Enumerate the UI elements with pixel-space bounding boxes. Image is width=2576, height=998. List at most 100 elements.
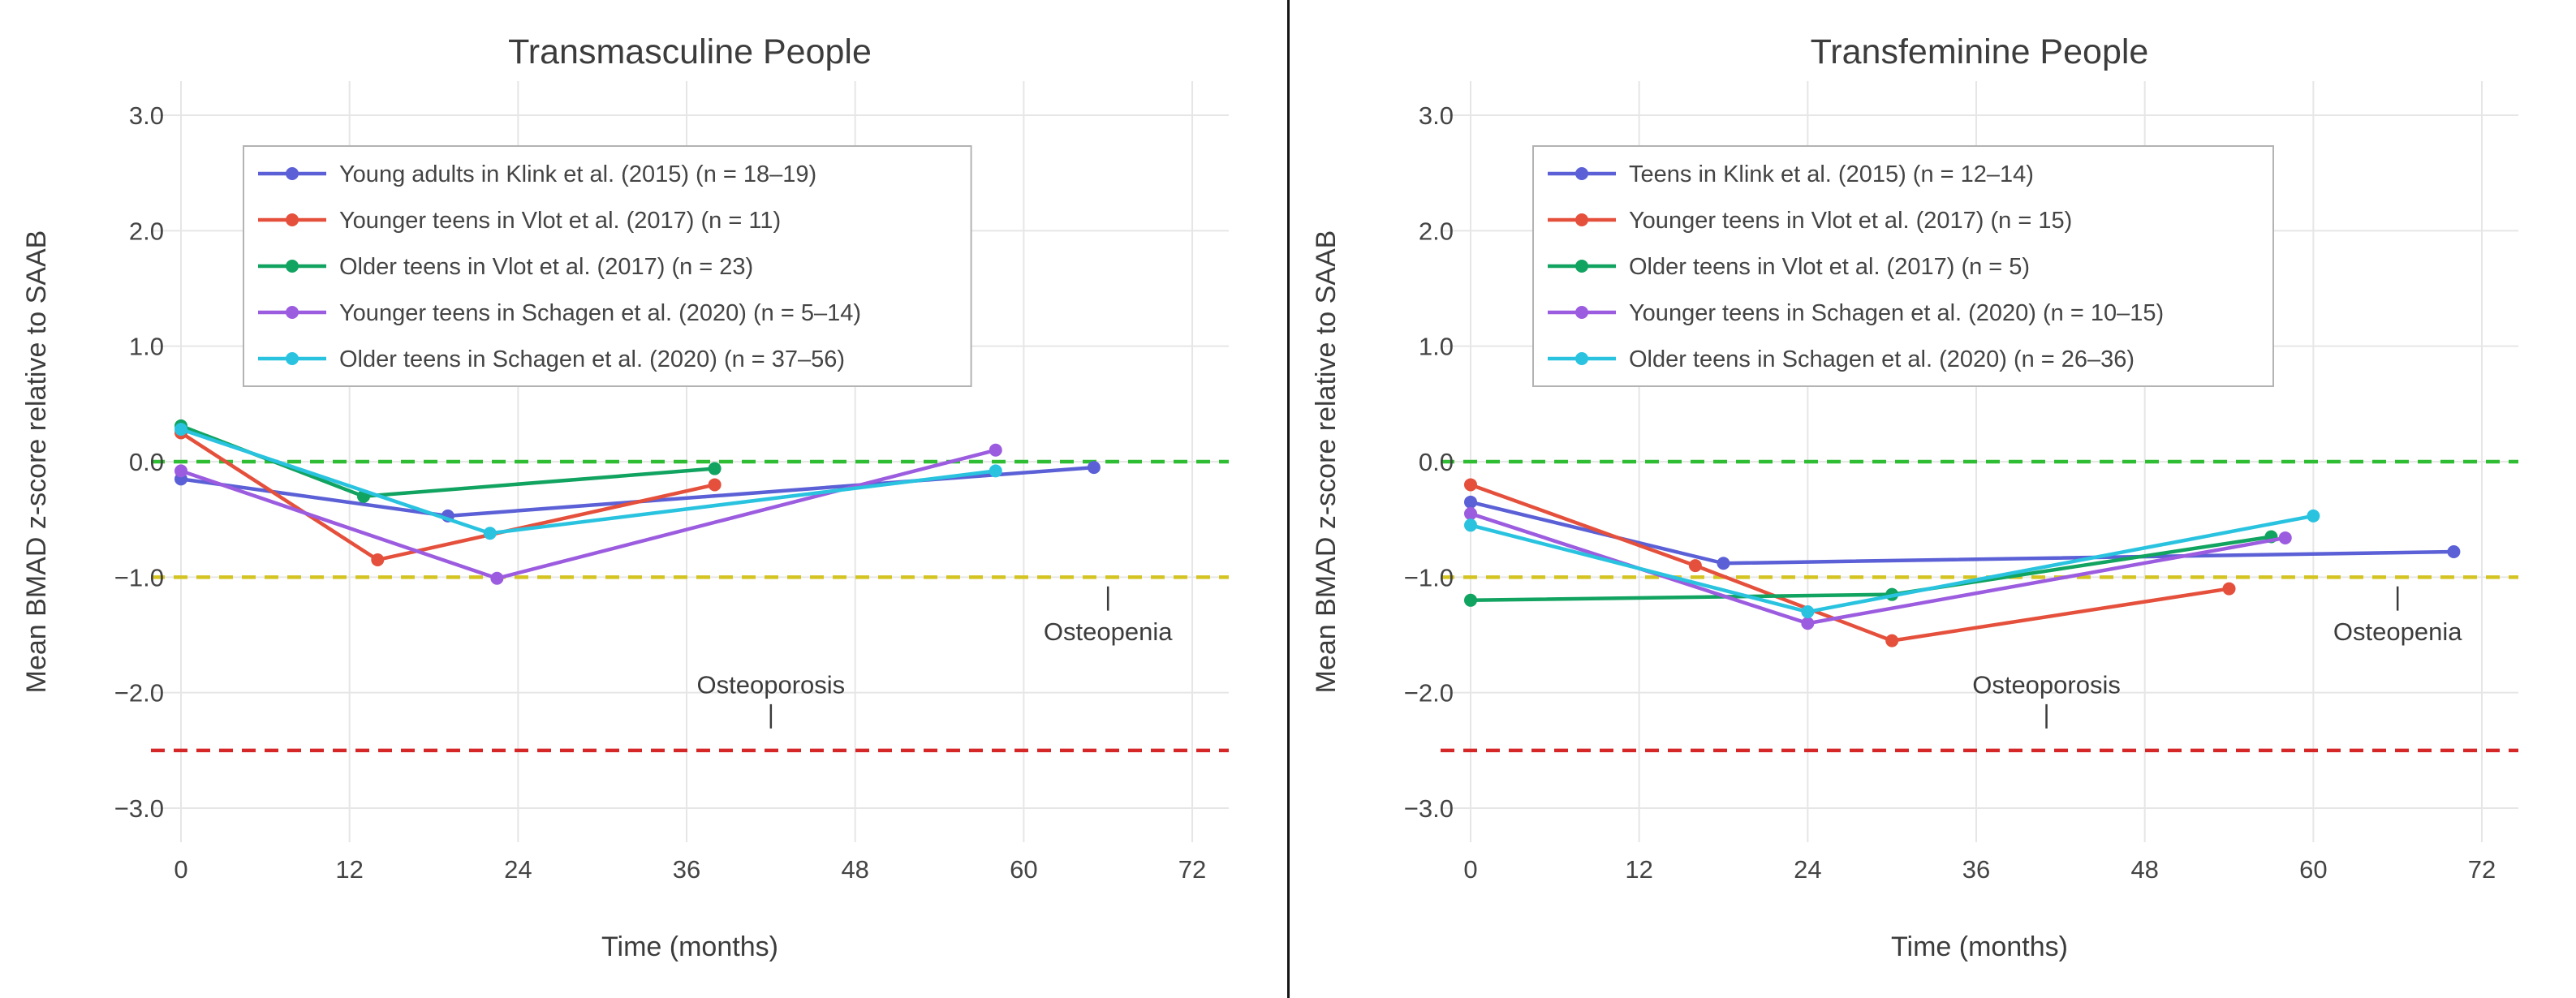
y-tick: −2.0 bbox=[1403, 679, 1453, 708]
legend-entry: Older teens in Vlot et al. (2017) (n = 5… bbox=[1547, 254, 2030, 280]
data-point-marker bbox=[490, 571, 504, 585]
legend-label: Young adults in Klink et al. (2015) (n =… bbox=[339, 161, 816, 187]
series-4 bbox=[1463, 509, 2320, 619]
y-tick: 1.0 bbox=[129, 333, 164, 361]
legend-sample-marker bbox=[1574, 352, 1588, 365]
legend-entry: Teens in Klink et al. (2015) (n = 12–14) bbox=[1547, 161, 2034, 187]
annotation-label: Osteopenia bbox=[1044, 617, 1173, 646]
series-1 bbox=[1463, 478, 2236, 647]
data-point-marker bbox=[174, 464, 187, 478]
legend-entry: Younger teens in Schagen et al. (2020) (… bbox=[1547, 300, 2164, 326]
x-axis-label: Time (months) bbox=[601, 931, 778, 962]
data-point-marker bbox=[1800, 617, 1814, 630]
x-tick: 60 bbox=[2299, 855, 2327, 884]
legend-sample-marker bbox=[1574, 260, 1588, 273]
x-tick: 24 bbox=[504, 855, 532, 884]
data-point-marker bbox=[2222, 582, 2236, 596]
transfeminine-chart: Osteoporosis Osteopenia Teens in Klink et … bbox=[1311, 32, 2518, 962]
y-tick: −3.0 bbox=[114, 794, 164, 823]
legend-sample-marker bbox=[286, 167, 299, 180]
legend-sample-marker bbox=[286, 260, 299, 273]
legend-label: Older teens in Vlot et al. (2017) (n = 5… bbox=[1629, 254, 2030, 280]
legend-sample-marker bbox=[1574, 306, 1588, 319]
annotation-label: Osteoporosis bbox=[697, 671, 846, 699]
legend-entry: Older teens in Schagen et al. (2020) (n … bbox=[1547, 346, 2134, 372]
x-tick: 12 bbox=[335, 855, 363, 884]
legend-label: Teens in Klink et al. (2015) (n = 12–14) bbox=[1629, 161, 2034, 187]
chart-title: Transmasculine People bbox=[508, 32, 872, 71]
y-tick: 3.0 bbox=[1418, 101, 1453, 130]
x-tick: 0 bbox=[174, 855, 187, 884]
legend-entry: Younger teens in Schagen et al. (2020) (… bbox=[258, 300, 861, 326]
reference-lines bbox=[151, 459, 1229, 753]
series-2 bbox=[1463, 530, 2277, 607]
x-tick: 48 bbox=[2130, 855, 2158, 884]
x-tick: 0 bbox=[1463, 855, 1477, 884]
annotation-osteopenia: Osteopenia bbox=[1044, 586, 1173, 646]
y-tick: 1.0 bbox=[1418, 333, 1453, 361]
data-point-marker bbox=[2278, 531, 2292, 544]
legend-label: Younger teens in Schagen et al. (2020) (… bbox=[339, 300, 861, 326]
annotation-label: Osteopenia bbox=[2333, 617, 2462, 646]
series-3 bbox=[1463, 507, 2292, 630]
annotation-osteoporosis: Osteoporosis bbox=[1972, 671, 2120, 729]
legend: Young adults in Klink et al. (2015) (n =… bbox=[243, 145, 972, 387]
x-tick: 36 bbox=[673, 855, 700, 884]
legend-label: Younger teens in Vlot et al. (2017) (n =… bbox=[1629, 208, 2072, 234]
series-line bbox=[1468, 500, 2456, 566]
data-point-marker bbox=[1717, 557, 1730, 570]
x-tick: 72 bbox=[2467, 855, 2495, 884]
y-tick-labels: 3.0 2.0 1.0 0.0 −1.0 −2.0 −3.0 bbox=[1403, 101, 1453, 823]
annotation-osteopenia: Osteopenia bbox=[2333, 586, 2462, 646]
y-axis-label: Mean BMAD z-score relative to SAAB bbox=[1311, 230, 1342, 694]
data-point-marker bbox=[1800, 605, 1814, 619]
x-tick: 24 bbox=[1794, 855, 1821, 884]
series-0 bbox=[1463, 495, 2460, 570]
data-point-marker bbox=[1087, 461, 1101, 475]
data-point-marker bbox=[1688, 559, 1702, 573]
y-tick: −1.0 bbox=[114, 563, 164, 591]
y-tick: 3.0 bbox=[129, 101, 164, 130]
y-tick: −3.0 bbox=[1403, 794, 1453, 823]
data-point-marker bbox=[1463, 495, 1477, 509]
data-point-marker bbox=[2306, 509, 2320, 523]
legend-label: Older teens in Vlot et al. (2017) (n = 2… bbox=[339, 254, 753, 280]
x-tick-labels: 0 12 24 36 48 60 72 bbox=[174, 855, 1206, 884]
data-point-marker bbox=[1463, 518, 1477, 532]
legend-label: Younger teens in Schagen et al. (2020) (… bbox=[1629, 300, 2164, 326]
legend-entry: Older teens in Vlot et al. (2017) (n = 2… bbox=[258, 254, 753, 280]
legend: Teens in Klink et al. (2015) (n = 12–14)… bbox=[1531, 145, 2274, 387]
y-tick-labels: 3.0 2.0 1.0 0.0 −1.0 −2.0 −3.0 bbox=[114, 101, 164, 823]
legend-box bbox=[1531, 145, 2274, 387]
data-point-marker bbox=[1463, 507, 1477, 521]
data-point-marker bbox=[708, 462, 722, 475]
x-tick: 48 bbox=[841, 855, 868, 884]
y-tick: 2.0 bbox=[1418, 217, 1453, 245]
data-point-marker bbox=[989, 464, 1002, 478]
panel-transfeminine: Osteoporosis Osteopenia Teens in Klink et … bbox=[1289, 0, 2576, 998]
y-tick: 2.0 bbox=[129, 217, 164, 245]
data-point-marker bbox=[1885, 634, 1898, 647]
legend-sample-marker bbox=[1574, 167, 1588, 180]
panel-transmasculine: Osteoporosis Osteopenia Young adults in Kl… bbox=[0, 0, 1287, 998]
legend-box bbox=[243, 145, 972, 387]
data-point-marker bbox=[483, 527, 497, 540]
annotation-osteoporosis: Osteoporosis bbox=[697, 671, 846, 729]
data-point-marker bbox=[174, 423, 187, 437]
series-0 bbox=[174, 461, 1101, 523]
legend-sample-marker bbox=[1574, 213, 1588, 226]
data-point-marker bbox=[2446, 545, 2460, 559]
chart-title: Transfeminine People bbox=[1810, 32, 2148, 71]
x-tick: 72 bbox=[1178, 855, 1206, 884]
x-axis-label: Time (months) bbox=[1891, 931, 2068, 962]
reference-lines bbox=[1440, 459, 2518, 753]
legend-entry: Younger teens in Vlot et al. (2017) (n =… bbox=[258, 208, 781, 234]
legend-sample-marker bbox=[286, 352, 299, 365]
x-tick: 12 bbox=[1625, 855, 1652, 884]
data-point-marker bbox=[371, 553, 385, 566]
series-line bbox=[1468, 483, 2231, 643]
legend-label: Older teens in Schagen et al. (2020) (n … bbox=[339, 346, 845, 372]
legend-label: Older teens in Schagen et al. (2020) (n … bbox=[1629, 346, 2134, 372]
transmasculine-chart: Osteoporosis Osteopenia Young adults in Kl… bbox=[21, 32, 1229, 962]
